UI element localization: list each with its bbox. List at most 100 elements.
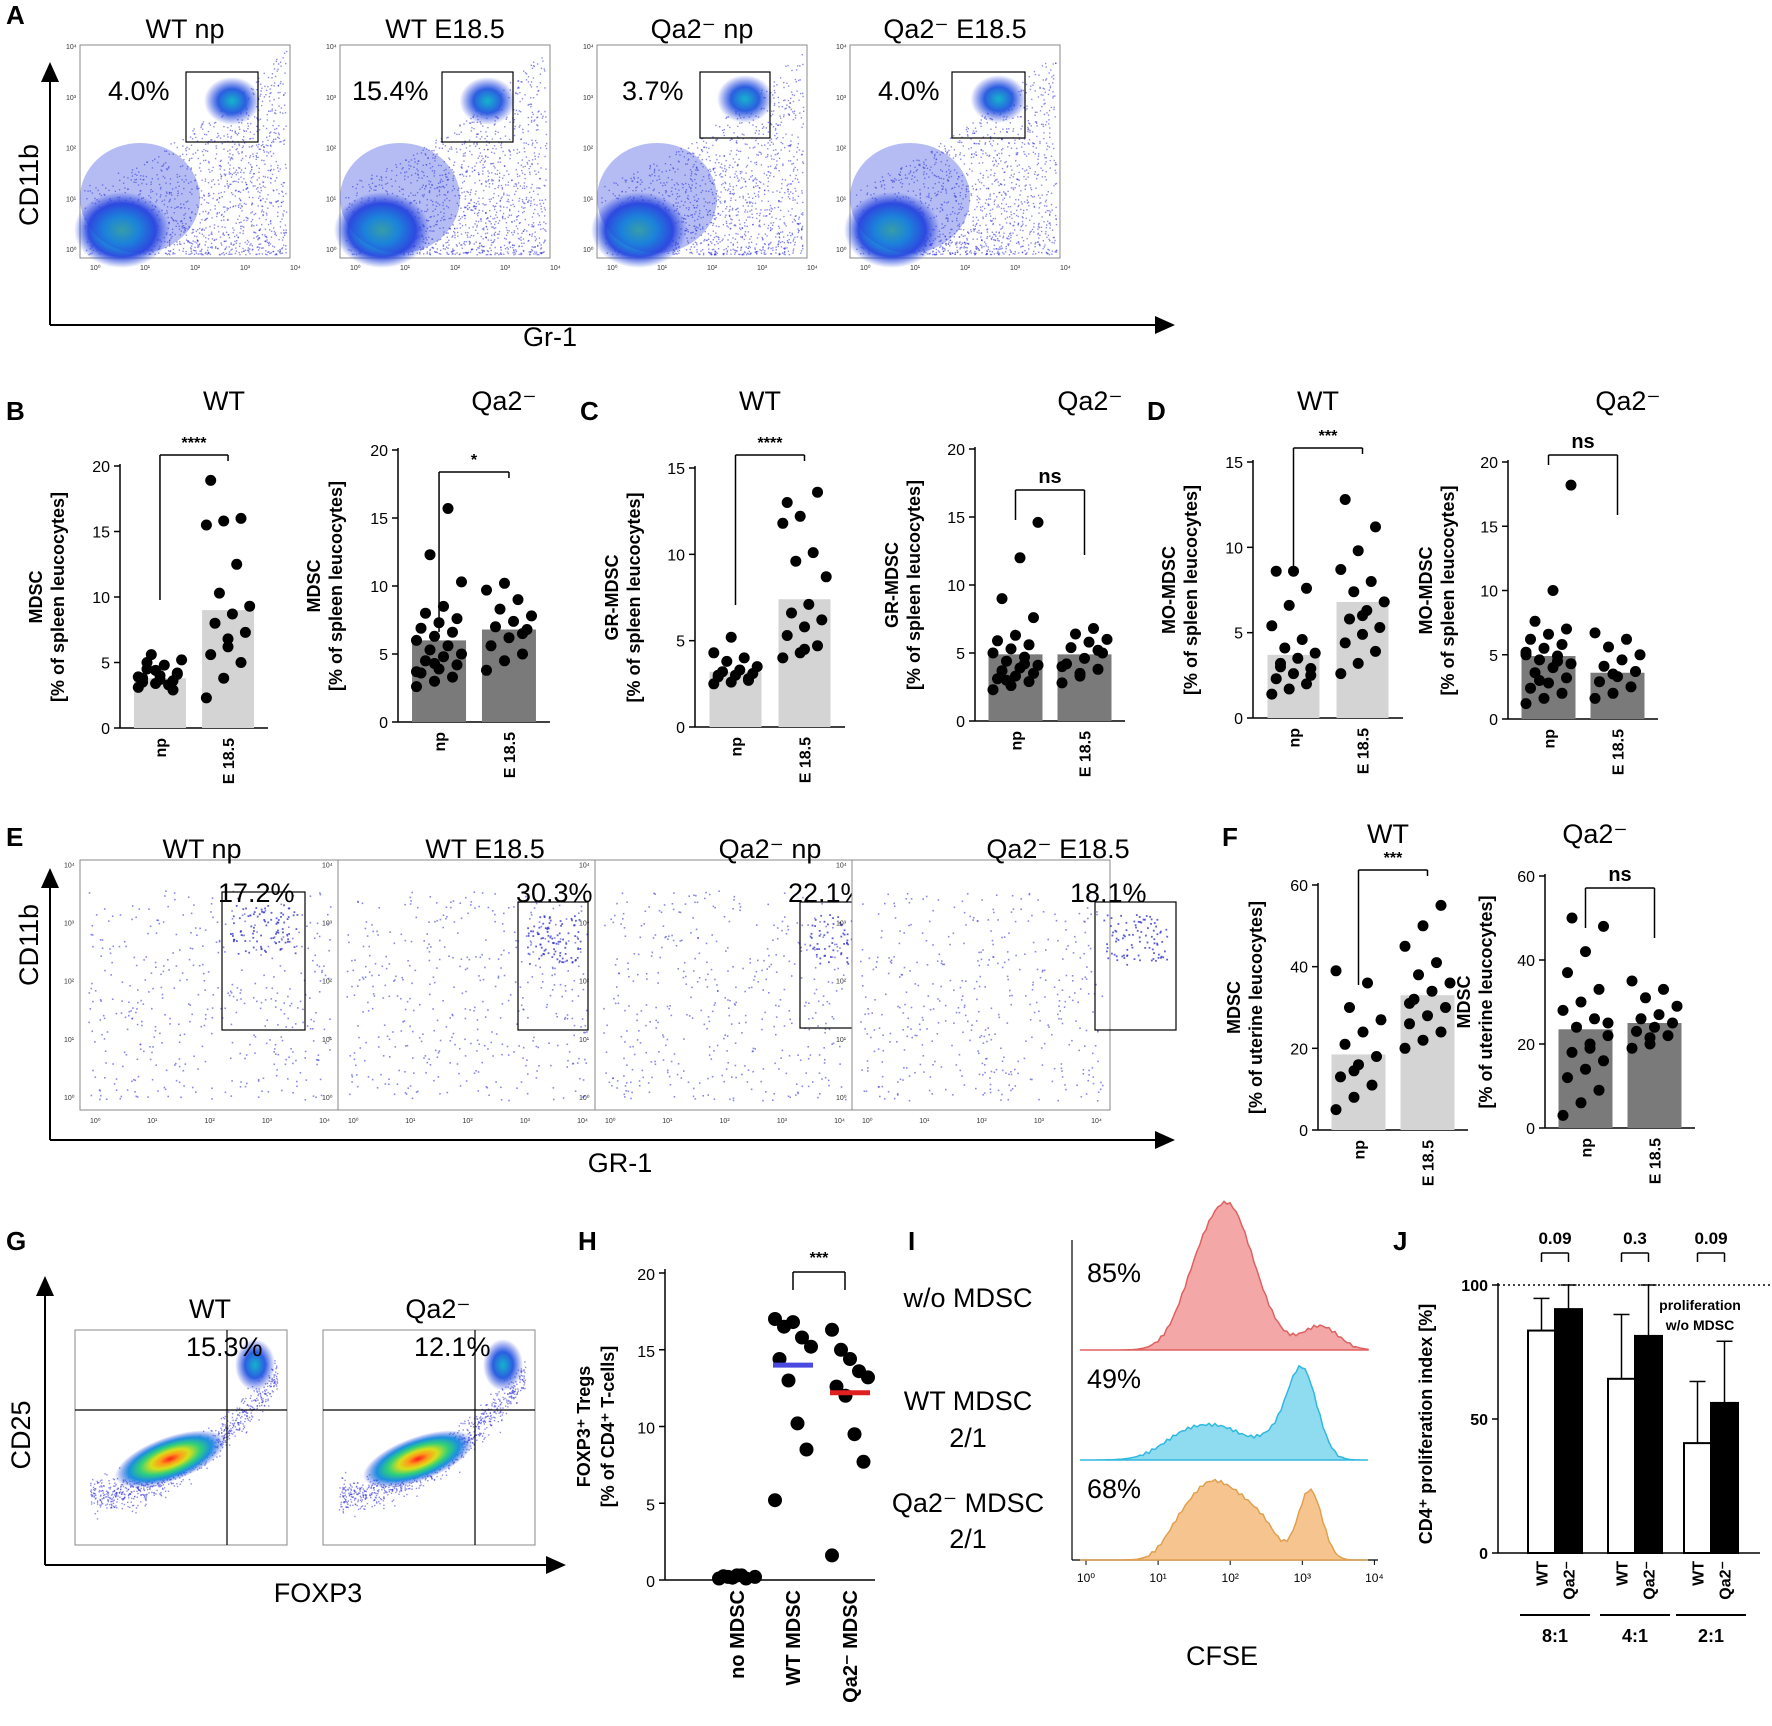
event-dot	[708, 147, 710, 150]
event-dot	[524, 173, 526, 176]
event-dot	[284, 163, 287, 166]
event-dot	[977, 142, 979, 145]
event-dot	[500, 184, 503, 187]
event-dot	[249, 180, 252, 183]
event-dot	[183, 242, 185, 245]
event-dot	[252, 155, 255, 158]
event-dot	[773, 176, 775, 178]
event-dot	[235, 173, 237, 176]
event-dot	[229, 159, 231, 161]
event-dot	[714, 171, 716, 174]
event-dot	[432, 210, 434, 212]
event-dot	[652, 189, 655, 192]
event-dot	[277, 63, 280, 65]
event-dot	[780, 187, 783, 190]
event-dot	[685, 207, 688, 209]
event-dot	[794, 199, 796, 201]
event-dot	[443, 219, 445, 221]
event-dot	[206, 217, 209, 220]
event-dot	[731, 209, 734, 211]
event-dot	[237, 236, 239, 238]
event-dot	[1039, 86, 1041, 89]
event-dot	[461, 191, 463, 194]
event-dot	[542, 202, 545, 205]
event-dot	[475, 190, 477, 192]
event-dot	[438, 190, 441, 193]
event-dot	[223, 191, 226, 193]
event-dot	[240, 228, 242, 230]
event-dot	[789, 145, 791, 147]
event-dot	[436, 248, 439, 250]
event-dot	[224, 206, 226, 208]
event-dot	[189, 158, 191, 160]
event-dot	[1041, 105, 1043, 108]
event-dot	[456, 252, 458, 254]
event-dot	[506, 170, 508, 172]
event-dot	[790, 108, 792, 111]
event-dot	[425, 184, 427, 187]
event-dot	[443, 169, 445, 172]
event-dot	[471, 121, 473, 123]
event-dot	[277, 170, 280, 172]
event-dot	[454, 195, 456, 197]
event-dot	[426, 252, 428, 255]
event-dot	[1023, 209, 1025, 212]
event-dot	[761, 144, 763, 147]
event-dot	[448, 253, 450, 255]
event-dot	[249, 248, 251, 250]
event-dot	[958, 208, 960, 210]
event-dot	[204, 133, 206, 136]
event-dot	[234, 130, 236, 132]
event-dot	[280, 232, 282, 234]
event-dot	[792, 111, 794, 113]
event-dot	[793, 110, 796, 112]
event-dot	[419, 200, 421, 203]
event-dot	[608, 189, 610, 192]
event-dot	[758, 214, 761, 217]
event-dot	[767, 190, 770, 192]
event-dot	[242, 139, 245, 142]
event-dot	[169, 234, 171, 236]
event-dot	[166, 212, 168, 214]
event-dot	[525, 79, 528, 81]
event-dot	[781, 183, 783, 185]
event-dot	[544, 110, 546, 113]
event-dot	[229, 201, 231, 203]
event-dot	[156, 199, 158, 201]
event-dot	[189, 136, 192, 138]
event-dot	[275, 200, 277, 203]
event-dot	[785, 225, 787, 227]
event-dot	[97, 189, 99, 192]
event-dot	[178, 185, 180, 187]
event-dot	[791, 208, 793, 210]
event-dot	[691, 214, 693, 216]
event-dot	[218, 253, 221, 256]
event-dot	[127, 177, 129, 179]
event-dot	[522, 187, 524, 189]
event-dot	[280, 201, 283, 203]
event-dot	[523, 70, 525, 72]
event-dot	[270, 155, 273, 157]
event-dot	[1038, 251, 1040, 253]
event-dot	[223, 254, 225, 256]
event-dot	[543, 184, 545, 187]
event-dot	[267, 223, 270, 226]
event-dot	[789, 174, 791, 177]
event-dot	[729, 192, 732, 195]
event-dot	[1041, 176, 1044, 178]
event-dot	[775, 246, 777, 248]
event-dot	[184, 230, 186, 232]
event-dot	[266, 136, 268, 138]
event-dot	[1010, 147, 1013, 149]
event-dot	[976, 222, 978, 225]
event-dot	[714, 197, 716, 200]
event-dot	[438, 204, 441, 206]
event-dot	[1046, 209, 1048, 212]
event-dot	[735, 153, 738, 156]
event-dot	[874, 186, 877, 189]
event-dot	[500, 246, 502, 249]
event-dot	[953, 149, 955, 151]
event-dot	[414, 161, 416, 163]
event-dot	[243, 250, 245, 252]
